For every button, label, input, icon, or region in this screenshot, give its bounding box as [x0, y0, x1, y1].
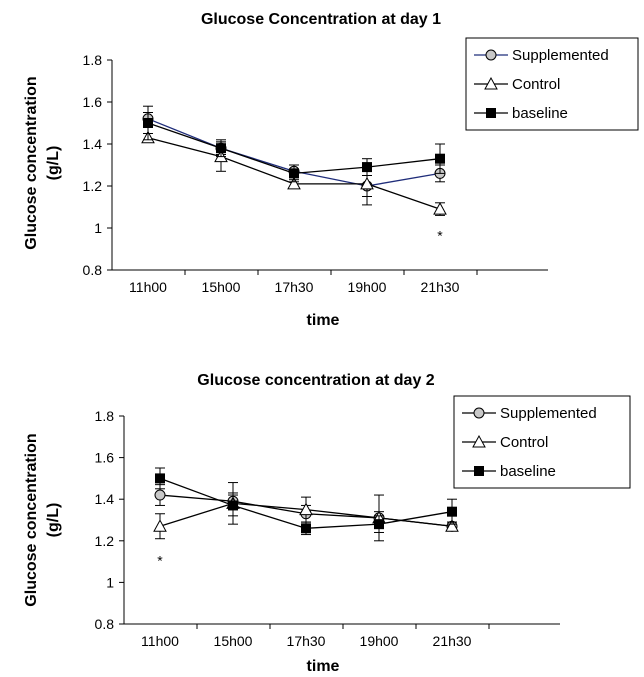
y-tick-label: 1.4: [83, 136, 103, 152]
legend-marker: [484, 76, 498, 90]
y-tick-label: 1.8: [83, 52, 103, 68]
data-point: [228, 500, 238, 511]
legend-item: Supplemented: [462, 405, 597, 422]
series-baseline: [143, 105, 445, 183]
y-tick-label: 1.6: [83, 94, 103, 110]
legend-item: Control: [462, 434, 548, 451]
data-point: [154, 489, 166, 501]
legend-marker: [485, 49, 497, 61]
legend-marker: [472, 434, 486, 448]
legend: Supplemented Control baseline: [453, 395, 631, 489]
plot-area: 0.8 1 1.2 1.4 1.6 1.8 11h00 15h00 17h30 19h00 21h3…: [83, 52, 548, 295]
y-axis-label-line-1: Glucose concentration: [23, 433, 40, 606]
chart-day-1: Glucose Concentration at day 1 Glucose c…: [23, 11, 639, 329]
data-point: [447, 506, 457, 517]
x-tick-label: 21h30: [421, 279, 460, 295]
legend-item: Supplemented: [474, 47, 609, 64]
x-tick-label: 15h00: [202, 279, 241, 295]
data-point: [360, 176, 374, 190]
y-tick-label: 1.2: [95, 533, 115, 549]
data-point: [433, 202, 447, 215]
x-tick-label: 19h00: [348, 279, 387, 295]
y-tick-label: 1: [106, 574, 114, 590]
chart-title: Glucose concentration at day 2: [197, 372, 435, 389]
x-axis-label: time: [307, 312, 340, 329]
legend-label: Control: [512, 76, 560, 93]
y-tick-label: 0.8: [95, 616, 115, 632]
y-tick-label: 1.2: [83, 178, 103, 194]
significance-marker: *: [157, 553, 163, 569]
y-axis-label-line-1: Glucose concentration: [23, 76, 40, 249]
legend-item: baseline: [474, 105, 568, 122]
x-tick-label: 19h00: [360, 633, 399, 649]
x-tick-label: 11h00: [129, 279, 167, 295]
legend-label: Supplemented: [500, 405, 597, 422]
data-point: [374, 519, 384, 530]
significance-marker: *: [437, 227, 443, 243]
legend-label: Control: [500, 434, 548, 451]
legend-item: Control: [474, 76, 560, 93]
data-point: [155, 473, 165, 484]
y-axis-label-line-2: (g/L): [45, 146, 62, 181]
legend-item: baseline: [462, 463, 556, 480]
legend-label: Supplemented: [512, 47, 609, 64]
data-point: [445, 519, 459, 532]
y-tick-label: 1: [94, 220, 102, 236]
data-point: [289, 168, 299, 179]
legend-label: baseline: [512, 105, 568, 122]
legend-marker: [473, 407, 485, 419]
data-point: [216, 143, 226, 154]
chart-title: Glucose Concentration at day 1: [201, 11, 441, 28]
y-axis-label-line-2: (g/L): [45, 503, 62, 538]
y-tick-label: 1.6: [95, 450, 115, 466]
series-baseline: [155, 467, 457, 536]
plot-area: 0.8 1 1.2 1.4 1.6 1.8 11h00 15h00 17h30 19h00 21h3…: [95, 408, 560, 649]
x-tick-label: 21h30: [433, 633, 472, 649]
y-tick-label: 1.4: [95, 491, 115, 507]
legend-label: baseline: [500, 463, 556, 480]
y-tick-label: 0.8: [83, 262, 103, 278]
legend-marker: [486, 108, 496, 118]
data-point: [301, 523, 311, 534]
data-point: [299, 502, 313, 516]
x-tick-label: 17h30: [275, 279, 314, 295]
data-point: [143, 118, 153, 128]
data-point: [435, 153, 445, 164]
chart-day-2: Glucose concentration at day 2 Glucose c…: [23, 372, 631, 675]
legend-marker: [474, 466, 484, 476]
x-tick-label: 15h00: [214, 633, 253, 649]
x-axis-label: time: [307, 658, 340, 675]
x-tick-label: 11h00: [141, 633, 179, 649]
legend: Supplemented Control baseline: [465, 37, 639, 131]
x-tick-label: 17h30: [287, 633, 326, 649]
data-point: [362, 162, 372, 173]
data-point: [153, 519, 167, 532]
data-point: [287, 176, 301, 190]
y-tick-label: 1.8: [95, 408, 115, 424]
